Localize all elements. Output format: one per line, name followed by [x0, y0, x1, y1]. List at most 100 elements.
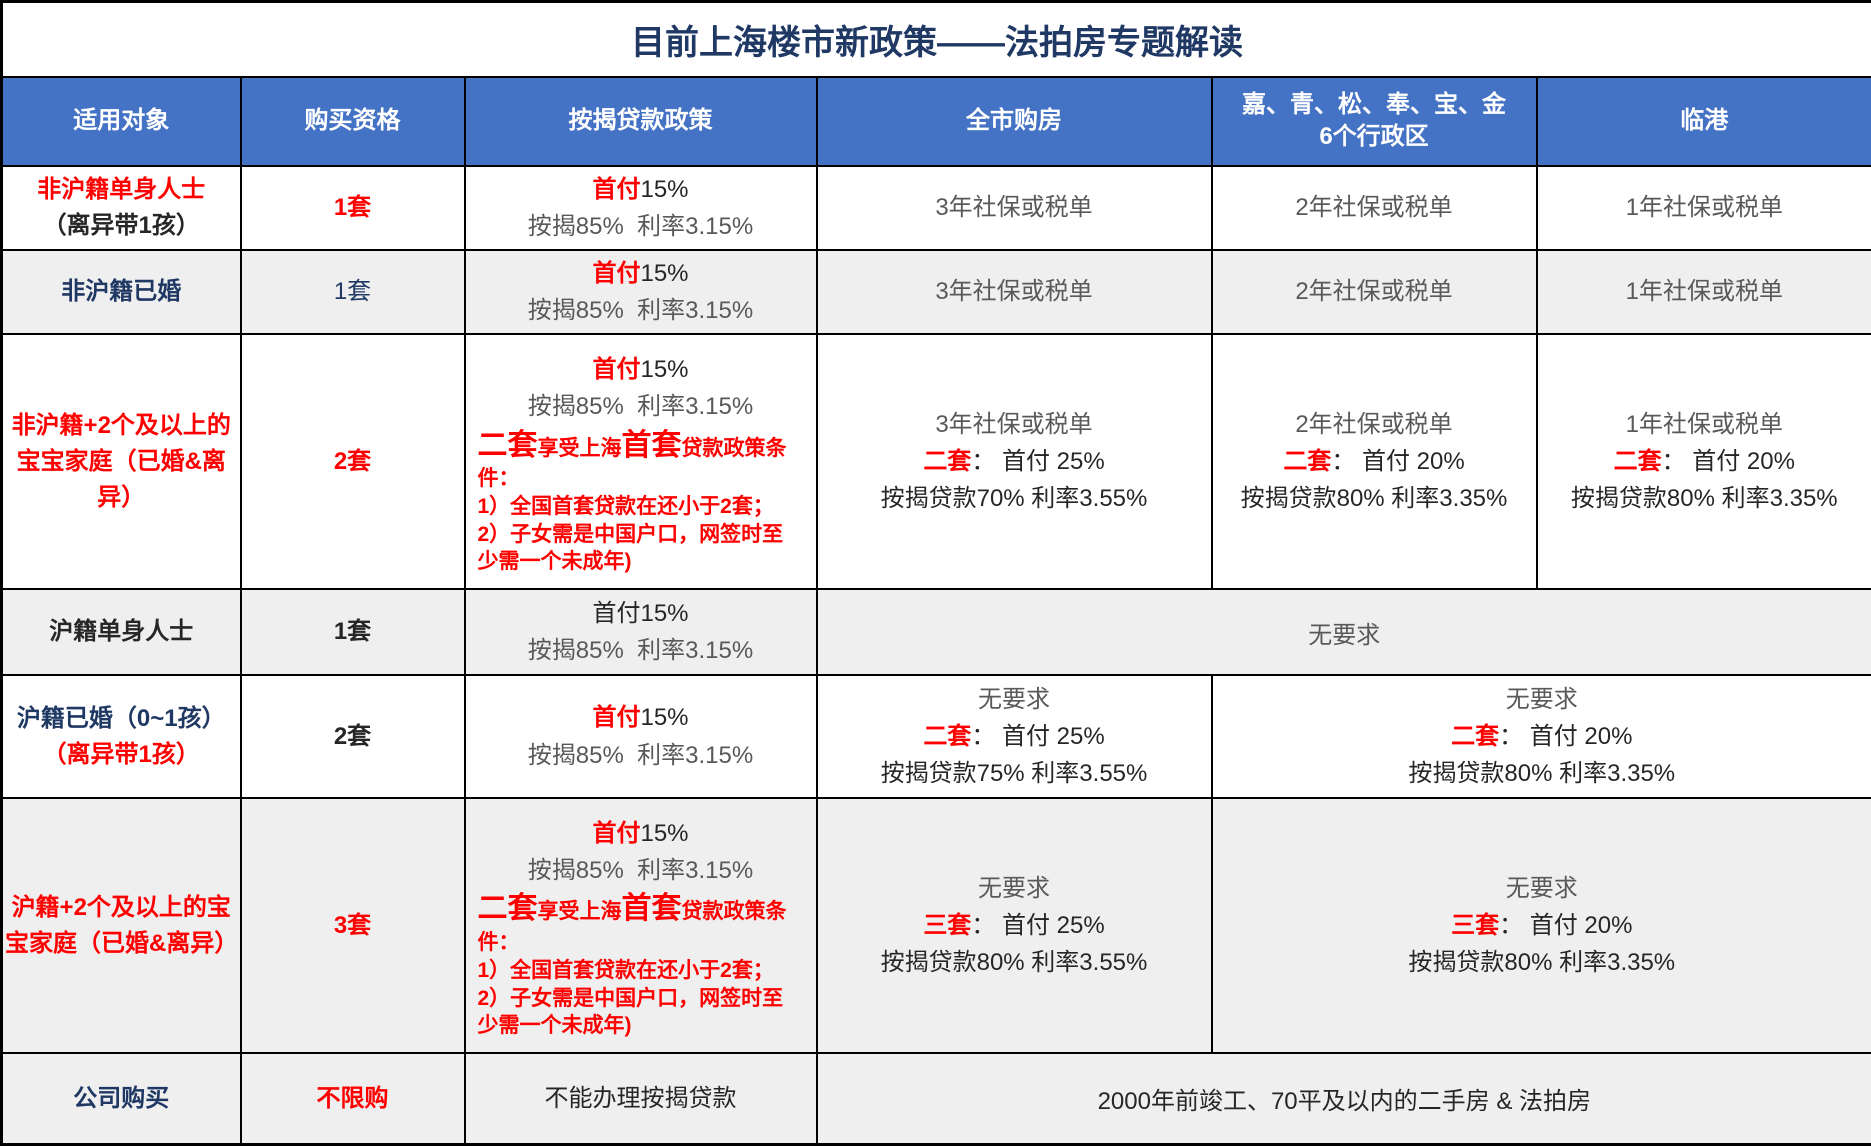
quota-value: 1套 [334, 618, 371, 645]
districts-cell: 2年社保或税单 二套： 首付 20% 按揭贷款80% 利率3.35% [1212, 334, 1537, 589]
applicable-label: 非沪籍+2个及以上的宝宝家庭（已婚&离异） [5, 408, 238, 516]
merged-requirement-cell: 无要求 三套： 首付 20% 按揭贷款80% 利率3.35% [1212, 798, 1871, 1053]
table-row: 公司购买 不限购 不能办理按揭贷款 2000年前竣工、70平及以内的二手房 & … [2, 1053, 1871, 1145]
mortgage-cell: 首付15% 按揭85% 利率3.15% [465, 250, 817, 334]
requirement-line: 无要求 [826, 681, 1203, 718]
rate-line: 按揭贷款80% 利率3.55% [826, 944, 1203, 981]
note-text: 享受上海 [538, 900, 622, 923]
districts-cell: 2年社保或税单 [1212, 250, 1537, 334]
mortgage-rate-line: 按揭85% 利率3.15% [474, 737, 808, 774]
merged-requirement-cell: 2000年前竣工、70平及以内的二手房 & 法拍房 [817, 1053, 1871, 1145]
note-strong: 首套 [622, 892, 682, 925]
note-item: 2）子女需是中国户口，网签时至少需一个未成年) [478, 521, 804, 576]
note-item: 2）子女需是中国户口，网签时至少需一个未成年) [478, 985, 804, 1040]
citywide-cell: 无要求 二套： 首付 25% 按揭贷款75% 利率3.55% [817, 675, 1212, 798]
header-row: 适用对象 购买资格 按揭贷款政策 全市购房 嘉、青、松、奉、宝、金 6个行政区 … [2, 77, 1871, 166]
tier-label: 三套 [923, 912, 971, 939]
applicable-cell: 沪籍已婚（0~1孩） （离异带1孩） [2, 675, 241, 798]
applicable-cell: 沪籍单身人士 [2, 589, 241, 675]
header-col-lingang: 临港 [1537, 77, 1871, 166]
table-row: 非沪籍已婚 1套 首付15% 按揭85% 利率3.15% 3年社保或税单 2年社… [2, 250, 1871, 334]
mortgage-rate-line: 按揭85% 利率3.15% [474, 632, 808, 669]
header-districts-line1: 嘉、青、松、奉、宝、金 [1217, 89, 1532, 121]
applicable-label: 非沪籍单身人士 [5, 172, 238, 208]
mortgage-cell: 首付15% 按揭85% 利率3.15% [465, 675, 817, 798]
applicable-label: 公司购买 [5, 1081, 238, 1117]
tier-line: 二套： 首付 20% [1546, 443, 1864, 480]
note-strong: 二套 [478, 429, 538, 462]
lingang-cell: 1年社保或税单 [1537, 250, 1871, 334]
downpayment-line: 首付15% [474, 595, 808, 632]
rate-line: 按揭贷款75% 利率3.55% [826, 755, 1203, 792]
note-item: 1）全国首套贷款在还小于2套； [478, 493, 804, 521]
rate-line: 按揭贷款80% 利率3.35% [1546, 480, 1864, 517]
mortgage-top-block: 首付15% 按揭85% 利率3.15% [478, 815, 804, 889]
lingang-cell: 1年社保或税单 [1537, 166, 1871, 250]
tier-label: 二套 [1614, 448, 1662, 475]
downpayment-label: 首付 [592, 704, 640, 731]
tier-line: 二套： 首付 20% [1221, 443, 1528, 480]
downpayment-label: 首付 [592, 260, 640, 287]
applicable-cell: 沪籍+2个及以上的宝宝家庭（已婚&离异） [2, 798, 241, 1053]
tier-label: 二套 [1283, 448, 1331, 475]
table-row: 沪籍单身人士 1套 首付15% 按揭85% 利率3.15% 无要求 [2, 589, 1871, 675]
tier-detail: ： 首付 20% [1499, 723, 1632, 750]
tier-detail: ： 首付 25% [971, 912, 1104, 939]
tier-label: 二套 [923, 448, 971, 475]
tier-line: 二套： 首付 20% [1221, 718, 1864, 755]
mortgage-cell: 首付15% 按揭85% 利率3.15% 二套享受上海首套贷款政策条件： 1）全国… [465, 334, 817, 589]
tier-label: 二套 [923, 723, 971, 750]
quota-cell: 2套 [241, 334, 465, 589]
downpayment-label: 首付 [592, 820, 640, 847]
note-text: 享受上海 [538, 437, 622, 460]
quota-value: 2套 [334, 723, 371, 750]
note-strong: 首套 [622, 429, 682, 462]
requirement-line: 无要求 [826, 870, 1203, 907]
quota-value: 2套 [334, 448, 371, 475]
table-row: 沪籍+2个及以上的宝宝家庭（已婚&离异） 3套 首付15% 按揭85% 利率3.… [2, 798, 1871, 1053]
tier-label: 二套 [1451, 723, 1499, 750]
quota-cell: 不限购 [241, 1053, 465, 1145]
quota-value: 1套 [334, 278, 371, 305]
tier-detail: ： 首付 20% [1331, 448, 1464, 475]
policy-infographic: 目前上海楼市新政策——法拍房专题解读 适用对象 购买资格 按揭贷款政策 全市购房… [0, 0, 1871, 1079]
citywide-cell: 3年社保或税单 二套： 首付 25% 按揭贷款70% 利率3.55% [817, 334, 1212, 589]
note-strong: 二套 [478, 892, 538, 925]
mortgage-rate-line: 按揭85% 利率3.15% [474, 208, 808, 245]
applicable-label: 沪籍+2个及以上的宝宝家庭（已婚&离异） [5, 890, 238, 962]
applicable-label: 沪籍已婚（0~1孩） [3, 701, 240, 737]
applicable-sublabel: （离异带1孩） [5, 208, 238, 244]
quota-cell: 1套 [241, 250, 465, 334]
header-districts-line2: 6个行政区 [1217, 121, 1532, 153]
applicable-label: 非沪籍已婚 [5, 274, 238, 310]
quota-value: 不限购 [317, 1085, 389, 1112]
tier-detail: ： 首付 20% [1499, 912, 1632, 939]
quota-value: 1套 [334, 194, 371, 221]
mortgage-cell: 首付15% 按揭85% 利率3.15% 二套享受上海首套贷款政策条件： 1）全国… [465, 798, 817, 1053]
title-row: 目前上海楼市新政策——法拍房专题解读 [2, 2, 1871, 77]
mortgage-cell: 首付15% 按揭85% 利率3.15% [465, 166, 817, 250]
quota-cell: 1套 [241, 166, 465, 250]
mortgage-cell: 不能办理按揭贷款 [465, 1053, 817, 1145]
note-title: 二套享受上海首套贷款政策条件： [478, 426, 804, 493]
downpayment-label: 首付 [592, 356, 640, 383]
quota-value: 3套 [334, 912, 371, 939]
downpayment-value: 15% [640, 820, 688, 847]
merged-requirement-cell: 无要求 二套： 首付 20% 按揭贷款80% 利率3.35% [1212, 675, 1871, 798]
tier-detail: ： 首付 25% [971, 723, 1104, 750]
header-col-citywide: 全市购房 [817, 77, 1212, 166]
table-row: 非沪籍+2个及以上的宝宝家庭（已婚&离异） 2套 首付15% 按揭85% 利率3… [2, 334, 1871, 589]
requirement-line: 3年社保或税单 [826, 406, 1203, 443]
rate-line: 按揭贷款80% 利率3.35% [1221, 480, 1528, 517]
mortgage-rate-line: 按揭85% 利率3.15% [478, 388, 804, 425]
applicable-sublabel: （离异带1孩） [3, 737, 240, 773]
quota-cell: 3套 [241, 798, 465, 1053]
lingang-cell: 1年社保或税单 二套： 首付 20% 按揭贷款80% 利率3.35% [1537, 334, 1871, 589]
requirement-line: 2年社保或税单 [1221, 406, 1528, 443]
rate-line: 按揭贷款70% 利率3.55% [826, 480, 1203, 517]
tier-detail: ： 首付 20% [1662, 448, 1795, 475]
mortgage-top-block: 首付15% 按揭85% 利率3.15% [478, 351, 804, 425]
table-row: 非沪籍单身人士 （离异带1孩） 1套 首付15% 按揭85% 利率3.15% 3… [2, 166, 1871, 250]
tier-line: 二套： 首付 25% [826, 718, 1203, 755]
